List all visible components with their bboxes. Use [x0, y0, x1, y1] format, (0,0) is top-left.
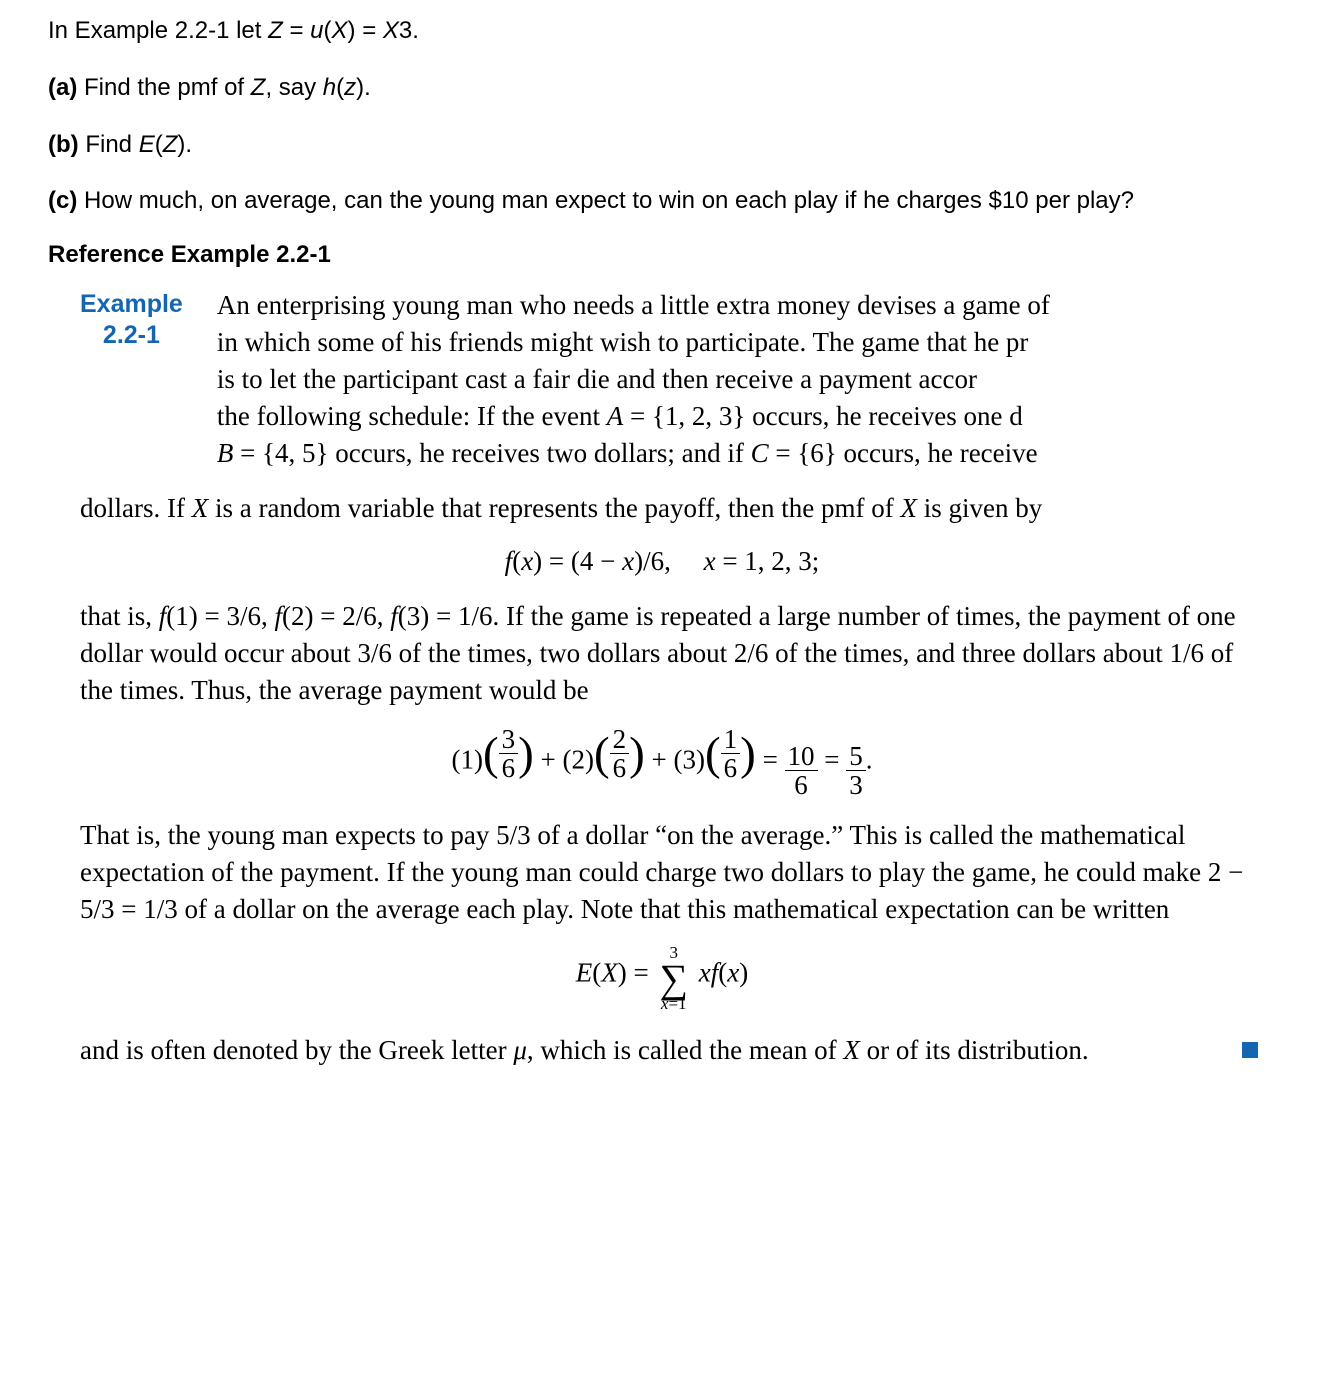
problem-part-a: (a) Find the pmf of Z, say h(z). [48, 71, 1276, 106]
problem-part-c: (c) How much, on average, can the young … [48, 184, 1276, 219]
sigma-icon: ∑ [659, 963, 688, 995]
example-label: Example 2.2-1 [80, 287, 183, 472]
reference-heading: Reference Example 2.2-1 [48, 241, 1276, 269]
summation-symbol: 3 ∑ x=1 [659, 944, 688, 1013]
part-a-text: Find the pmf of Z, say h(z). [77, 74, 370, 101]
part-a-label: (a) [48, 74, 77, 101]
part-b-text: Find E(Z). [79, 131, 192, 158]
example-para5: and is often denoted by the Greek letter… [80, 1032, 1258, 1069]
example-label-line1: Example [80, 290, 183, 318]
example-average-formula: (1)(36) + (2)(26) + (3)(16) = 106 = 53. [48, 725, 1276, 799]
example-para2: dollars. If X is a random variable that … [80, 490, 1258, 527]
example-para3: that is, f(1) = 3/6, f(2) = 2/6, f(3) = … [80, 598, 1258, 709]
example-expectation-sum: E(X) = 3 ∑ x=1 xf(x) [48, 944, 1276, 1013]
example-header-row: Example 2.2-1 An enterprising young man … [80, 287, 1258, 472]
problem-intro: In Example 2.2-1 let Z = u(X) = X3. [48, 14, 1276, 49]
sum-lhs: E(X) = [576, 958, 649, 988]
sum-term: xf(x) [699, 958, 748, 988]
part-c-label: (c) [48, 187, 77, 214]
example-para4: That is, the young man expects to pay 5/… [80, 817, 1258, 928]
problem-part-b: (b) Find E(Z). [48, 128, 1276, 163]
example-label-line2: 2.2-1 [103, 321, 160, 349]
sum-lower: x=1 [659, 995, 688, 1014]
end-of-example-icon [1242, 1042, 1258, 1058]
example-para1: An enterprising young man who needs a li… [217, 287, 1050, 472]
example-pmf-formula: f(x) = (4 − x)/6, x = 1, 2, 3; [48, 543, 1276, 580]
part-b-label: (b) [48, 131, 79, 158]
part-c-text: How much, on average, can the young man … [77, 187, 1134, 214]
para5-text: and is often denoted by the Greek letter… [80, 1035, 1089, 1065]
